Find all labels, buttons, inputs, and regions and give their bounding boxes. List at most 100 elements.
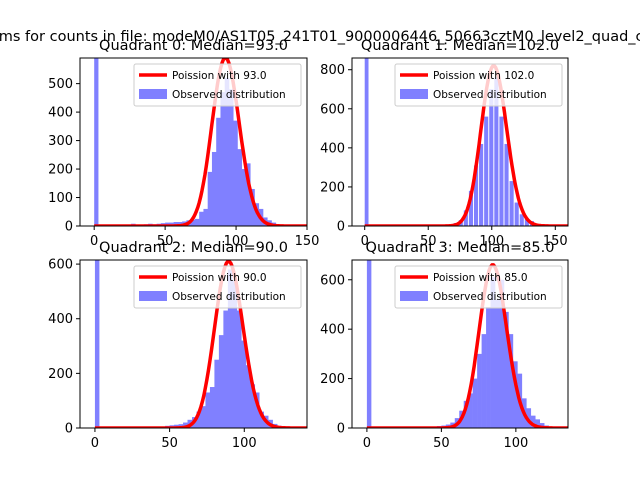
histogram-bar [499, 116, 504, 226]
quadrant-3-panel: 0 50 100 0 200 400 600 Quadrant 3: Median=85.0 P… [320, 240, 569, 451]
histogram-bar [214, 359, 220, 428]
histogram-bar [481, 334, 487, 428]
x-tick-label: 150 [295, 234, 320, 249]
legend: Poission with 85.0 Observed distribution [394, 265, 563, 309]
histogram-bar [223, 310, 229, 428]
histogram-bar [514, 202, 519, 226]
histogram-bar [207, 171, 213, 226]
histogram-bar [232, 280, 238, 428]
histogram-bar [205, 392, 211, 428]
subplot-title: Quadrant 3: Median=85.0 [366, 240, 555, 256]
y-tick-label: 500 [48, 77, 73, 92]
histogram-bar [228, 89, 234, 226]
histogram-bar [489, 89, 494, 226]
histogram-bar [463, 400, 469, 428]
legend-bar-swatch [139, 89, 167, 99]
y-tick-label: 800 [320, 63, 345, 78]
subplot-title: Quadrant 2: Median=90.0 [99, 240, 288, 256]
legend-bar-swatch [139, 291, 167, 301]
histogram-bar [245, 365, 251, 428]
histogram-bar [495, 299, 500, 428]
quadrant-2-panel: 0 50 100 0 200 400 600 Quadrant 2: Median=90.0 P… [48, 240, 308, 451]
histogram-bar [237, 149, 243, 226]
poisson-curve [94, 260, 307, 428]
histogram-bar [503, 311, 509, 428]
y-tick-label: 200 [320, 180, 345, 195]
x-tick-label: 50 [157, 234, 174, 249]
x-tick-label: 100 [503, 436, 528, 451]
x-tick-label: 0 [363, 436, 371, 451]
histogram-bar [259, 411, 264, 428]
legend-label-poisson: Poission with 85.0 [433, 272, 528, 284]
histogram-bar-zero [94, 58, 99, 226]
histogram-bar [183, 422, 188, 428]
histogram-bar [173, 222, 179, 226]
poisson-curve [364, 64, 568, 226]
x-tick-label: 0 [361, 234, 369, 249]
x-tick-label: 150 [543, 234, 568, 249]
legend: Poission with 90.0 Observed distribution [133, 265, 302, 309]
histogram-bar [535, 419, 540, 428]
legend-label-poisson: Poission with 93.0 [172, 70, 267, 82]
histogram-bar-zero [366, 260, 372, 428]
histogram-bar [250, 384, 256, 428]
plot-area [364, 58, 568, 226]
histogram-bar [477, 353, 482, 428]
y-tick-label: 400 [48, 312, 73, 327]
y-tick-label: 400 [320, 141, 345, 156]
histogram-bar [245, 163, 251, 226]
histogram-bar [479, 143, 484, 226]
histogram-bar [216, 117, 221, 226]
x-tick-label: 50 [420, 234, 437, 249]
histogram-bar-zero [94, 260, 100, 428]
quadrant-1-panel: 0 50 100 150 0 200 400 600 800 Quadrant 1: Median… [320, 38, 569, 249]
axes-frame [79, 57, 308, 227]
histogram-bar [211, 151, 217, 226]
x-tick-label: 0 [91, 436, 99, 451]
histogram-bar [473, 165, 479, 226]
subplot-title: Quadrant 1: Median=102.0 [361, 38, 559, 54]
histogram-bar [199, 211, 204, 226]
legend-label-observed: Observed distribution [172, 89, 286, 101]
y-tick-label: 400 [48, 106, 73, 121]
poisson-curve [93, 58, 307, 226]
histogram-bar [218, 335, 224, 428]
legend-bar-swatch [400, 291, 428, 301]
y-tick-label: 200 [320, 372, 345, 387]
x-tick-label: 50 [433, 436, 450, 451]
histogram-bar [519, 214, 524, 226]
x-tick-label: 50 [161, 436, 178, 451]
plot-area [366, 260, 568, 428]
histogram-bar [490, 277, 496, 428]
histogram-bar [250, 188, 255, 226]
legend-label-observed: Observed distribution [433, 291, 547, 303]
histogram-bar-zero [364, 58, 369, 226]
histogram-bar [203, 208, 208, 226]
y-tick-label: 400 [320, 323, 345, 338]
histogram-bar [194, 218, 200, 226]
legend-box [394, 265, 563, 309]
histogram-bar [524, 218, 529, 226]
histogram-bar [241, 340, 247, 428]
histogram-bar [227, 269, 233, 428]
histogram-bar [220, 92, 226, 226]
plot-area [93, 58, 307, 226]
y-tick-label: 0 [65, 422, 73, 437]
poisson-curve [366, 263, 568, 428]
y-tick-label: 100 [48, 191, 73, 206]
histogram-bar [209, 387, 215, 428]
histogram-bar [241, 169, 247, 226]
y-tick-label: 600 [320, 273, 345, 288]
histogram-bar [472, 378, 478, 428]
subplot-title: Quadrant 0: Median=93.0 [99, 38, 288, 54]
legend-box [394, 63, 563, 107]
histogram-bar [236, 310, 242, 428]
histogram-bar [512, 361, 518, 428]
histogram-bar [504, 143, 509, 226]
legend-label-observed: Observed distribution [172, 291, 286, 303]
legend-bar-swatch [400, 89, 428, 99]
legend-box [133, 265, 302, 309]
y-tick-label: 600 [48, 258, 73, 273]
